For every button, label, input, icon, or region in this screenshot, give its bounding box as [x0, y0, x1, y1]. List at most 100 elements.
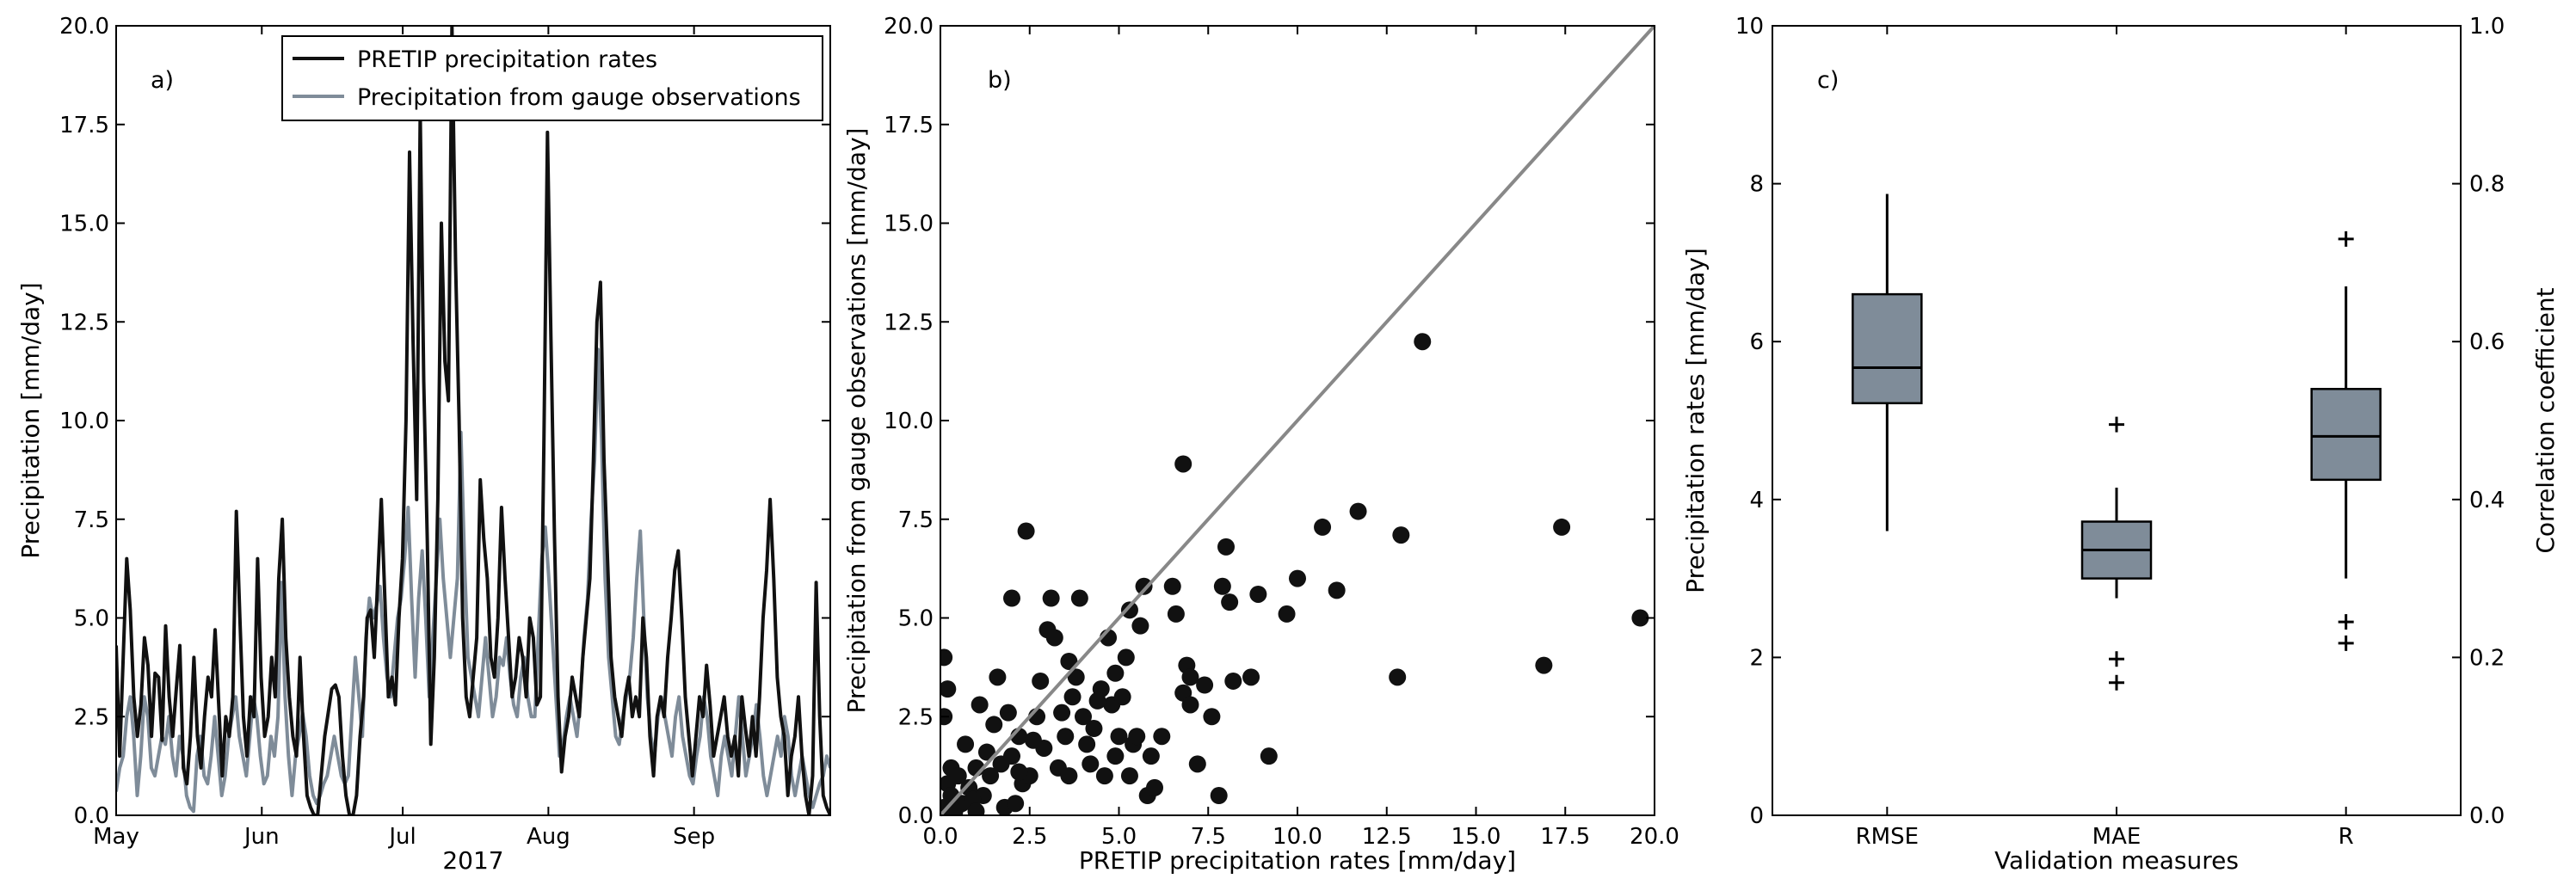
panel-c-xtick-label: MAE [2092, 824, 2142, 850]
scatter-point [1153, 728, 1171, 746]
panel-c-y2label: Correlation coefficient [2531, 287, 2560, 553]
panel-c-y2tick-label: 0.8 [2469, 172, 2505, 198]
scatter-point [1057, 728, 1075, 746]
box-outlier [2109, 651, 2124, 667]
scatter-point [982, 767, 1000, 785]
scatter-point [989, 668, 1007, 686]
panel-b-ytick-label: 17.5 [884, 113, 934, 138]
scatter-point [1217, 538, 1235, 556]
scatter-point [1128, 728, 1146, 746]
panel-b-xtick-label: 15.0 [1451, 824, 1501, 850]
panel-c-ytick-label: 8 [1749, 172, 1764, 198]
panel-c-y2tick-label: 1.0 [2469, 14, 2505, 40]
scatter-point [1181, 696, 1199, 714]
panel-c-y2tick-label: 0.0 [2469, 803, 2505, 829]
panel-a-xtick-label: Jun [243, 824, 280, 850]
box-outlier [2338, 635, 2354, 651]
panel-a-ytick-label: 5.0 [74, 606, 109, 632]
panel-c-ytick-label: 10 [1735, 14, 1764, 40]
scatter-point [1045, 629, 1063, 647]
panel-b-xtick-label: 17.5 [1540, 824, 1590, 850]
panel-c-y2tick-label: 0.6 [2469, 329, 2505, 355]
scatter-point [1249, 585, 1267, 603]
scatter-point [1106, 664, 1125, 682]
scatter-point [1053, 704, 1071, 722]
panel-a: 0.0 2.5 5.0 7.5 10.0 12.5 15.0 17.5 20.0 May Jun Ju… [16, 14, 831, 875]
panel-c-ytick-label: 4 [1749, 488, 1764, 513]
scatter-point [1174, 455, 1192, 473]
scatter-point [1203, 708, 1221, 726]
panel-b-ytick-label: 0.0 [898, 803, 934, 829]
scatter-point [1196, 676, 1214, 694]
scatter-point [1078, 735, 1096, 753]
box-body [2310, 388, 2382, 482]
panel-a-label: a) [151, 67, 174, 94]
legend-entry-pretip: PRETIP precipitation rates [357, 46, 657, 73]
scatter-point [1535, 656, 1553, 674]
scatter-point [1631, 609, 1649, 627]
scatter-point [1075, 708, 1092, 726]
panel-b-xtick-label: 2.5 [1012, 824, 1047, 850]
scatter-point [1003, 747, 1020, 765]
scatter-point [1146, 778, 1163, 796]
panel-b-ytick-label: 5.0 [898, 606, 934, 632]
box-rmse [1852, 194, 1923, 532]
panel-c-y2tick-label: 0.4 [2469, 488, 2505, 513]
scatter-point [1414, 333, 1432, 351]
legend: PRETIP precipitation rates Precipitation… [281, 35, 823, 121]
scatter-point [1007, 795, 1025, 813]
panel-a-ytick-label: 17.5 [59, 113, 109, 138]
panel-a-ylabel: Precipitation [mm/day] [16, 282, 45, 558]
panel-b-ylabel: Precipitation from gauge observations [m… [842, 128, 871, 714]
scatter-point [1278, 605, 1296, 623]
panel-a-ytick-label: 2.5 [74, 704, 109, 730]
scatter-point [1553, 518, 1571, 536]
panel-a-ytick-label: 12.5 [59, 310, 109, 335]
scatter-point [1221, 593, 1239, 611]
box-body [1852, 292, 1923, 405]
panel-b-xtick-label: 7.5 [1191, 824, 1226, 850]
scatter-point [1032, 672, 1050, 690]
box-outlier [2109, 416, 2124, 433]
scatter-point [1131, 617, 1149, 635]
scatter-point [1067, 668, 1085, 686]
panel-b-xtick-label: 20.0 [1630, 824, 1679, 850]
scatter-point [1060, 652, 1078, 670]
panel-b-xtick-label: 0.0 [922, 824, 958, 850]
panel-b-ytick-label: 12.5 [884, 310, 934, 335]
box-outlier [2338, 230, 2354, 247]
scatter-point [1260, 747, 1278, 765]
panel-b: 0.0 2.5 5.0 7.5 10.0 12.5 15.0 17.5 20.0 0.0 2.5 5.… [842, 14, 1679, 875]
scatter-point [1060, 767, 1078, 785]
panel-a-ytick-label: 20.0 [59, 14, 109, 40]
scatter-point [1392, 526, 1410, 544]
scatter-point [1120, 767, 1138, 785]
panel-c-xlabel: Validation measures [1994, 846, 2239, 875]
panel-a-xtick-label: Jul [387, 824, 416, 850]
panel-a-xtick-label: Sep [673, 824, 715, 850]
scatter-point [1167, 605, 1185, 623]
panel-a-xtick-label: Aug [527, 824, 570, 850]
panel-b-xtick-label: 5.0 [1101, 824, 1137, 850]
scatter-point [949, 767, 967, 785]
panel-a-xlabel: 2017 [442, 846, 503, 875]
box-r [2310, 230, 2382, 651]
scatter-point [1210, 787, 1228, 805]
scatter-point [940, 648, 953, 667]
panel-a-ytick-label: 7.5 [74, 507, 109, 533]
scatter-point [1095, 767, 1113, 785]
scatter-point [1314, 518, 1332, 536]
scatter-point [1349, 502, 1367, 520]
scatter-point [999, 704, 1017, 722]
panel-a-ytick-label: 15.0 [59, 212, 109, 237]
panel-b-xtick-label: 10.0 [1273, 824, 1322, 850]
scatter-point [1063, 688, 1082, 706]
scatter-point [1113, 688, 1131, 706]
panel-b-ytick-label: 2.5 [898, 704, 934, 730]
scatter-point [1181, 668, 1199, 686]
scatter-point [967, 802, 985, 815]
scatter-point [957, 735, 975, 753]
panel-b-ytick-label: 15.0 [884, 212, 934, 237]
scatter-point [1135, 577, 1153, 595]
